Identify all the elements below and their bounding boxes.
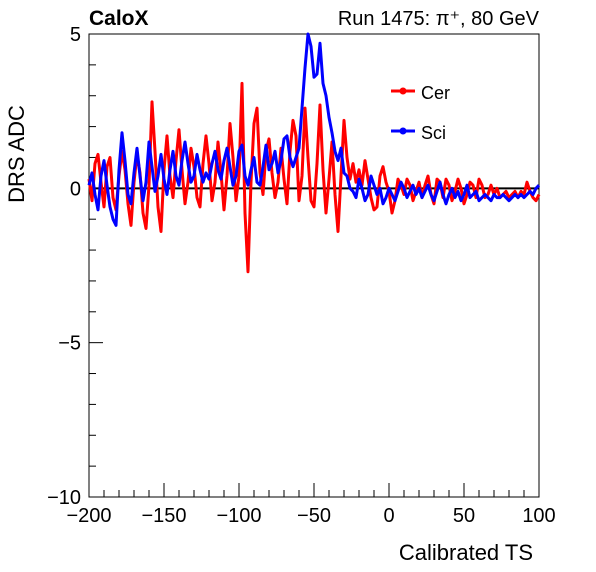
x-tick-label: −50 bbox=[297, 505, 331, 527]
run-label: Run 1475: π⁺, 80 GeV bbox=[338, 8, 540, 30]
legend-entry-cer: Cer bbox=[391, 83, 450, 103]
y-tick-label: 5 bbox=[70, 24, 81, 46]
y-tick-label: −10 bbox=[47, 487, 81, 509]
axis-ticks bbox=[88, 33, 540, 498]
plot-area bbox=[87, 32, 541, 498]
legend-entry-sci: Sci bbox=[391, 123, 446, 143]
y-tick-label: 0 bbox=[70, 178, 81, 200]
plot-frame bbox=[88, 33, 540, 498]
y-axis-label: DRS ADC bbox=[4, 105, 29, 203]
legend-marker-sci bbox=[399, 127, 407, 135]
legend-label-cer: Cer bbox=[421, 83, 450, 103]
y-tick-labels: −10 −5 0 5 bbox=[47, 24, 81, 509]
legend: Cer Sci bbox=[391, 83, 450, 143]
legend-label-sci: Sci bbox=[421, 123, 446, 143]
x-tick-labels: −200 −150 −100 −50 0 50 100 bbox=[66, 505, 555, 527]
x-tick-label: 50 bbox=[453, 505, 475, 527]
y-tick-label: −5 bbox=[58, 333, 81, 355]
series-line-sci bbox=[87, 32, 541, 227]
series-layer bbox=[87, 32, 541, 274]
x-tick-label: 100 bbox=[522, 505, 555, 527]
x-axis-label: Calibrated TS bbox=[399, 540, 533, 565]
x-tick-label: −100 bbox=[216, 505, 261, 527]
experiment-label: CaloX bbox=[89, 7, 149, 30]
legend-marker-cer bbox=[399, 87, 407, 95]
x-tick-label: 0 bbox=[383, 505, 394, 527]
x-tick-label: −150 bbox=[141, 505, 186, 527]
x-tick-label: −200 bbox=[66, 505, 111, 527]
